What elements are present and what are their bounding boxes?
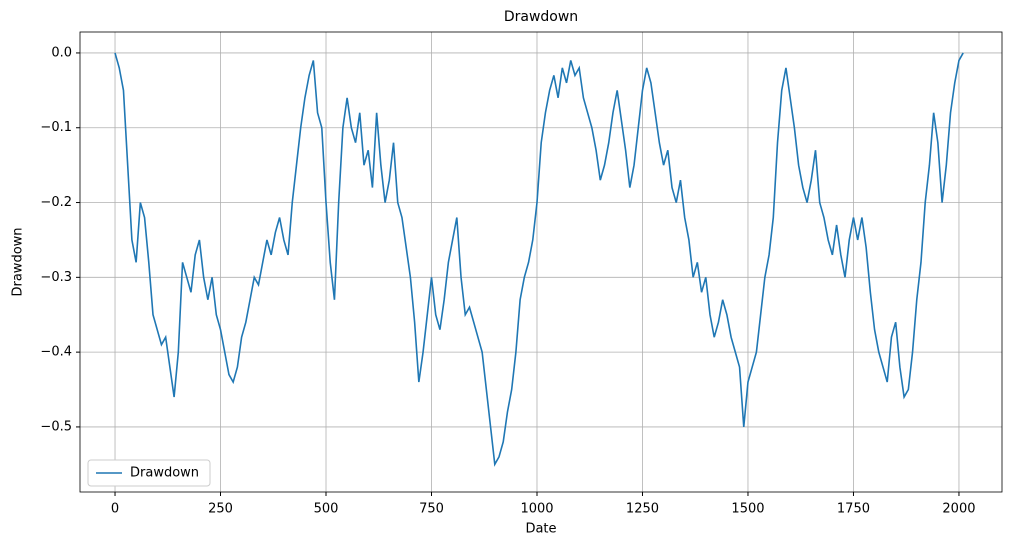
x-tick-label: 1000 xyxy=(520,502,553,517)
x-tick-label: 250 xyxy=(208,502,233,517)
x-axis-label: Date xyxy=(525,522,556,537)
plot-frame xyxy=(79,31,1003,493)
legend-box xyxy=(87,459,211,487)
y-axis-label: Drawdown xyxy=(11,227,26,296)
legend-label: Drawdown xyxy=(130,466,199,481)
x-tick-label: 1750 xyxy=(837,502,870,517)
y-tick-label: 0.0 xyxy=(51,45,72,60)
x-tick-label: 750 xyxy=(419,502,444,517)
x-tick-label: 2000 xyxy=(942,502,975,517)
x-tick-label: 0 xyxy=(111,502,119,517)
x-tick-label: 1500 xyxy=(731,502,764,517)
y-tick-label: −0.2 xyxy=(40,195,72,210)
x-tick-label: 1250 xyxy=(626,502,659,517)
y-tick-label: −0.5 xyxy=(40,419,72,434)
x-tick-label: 500 xyxy=(314,502,339,517)
chart-title: Drawdown xyxy=(504,9,578,25)
y-tick-label: −0.3 xyxy=(40,270,72,285)
line-series xyxy=(114,52,964,467)
y-tick-label: −0.1 xyxy=(40,120,72,135)
y-tick-label: −0.4 xyxy=(40,345,72,360)
